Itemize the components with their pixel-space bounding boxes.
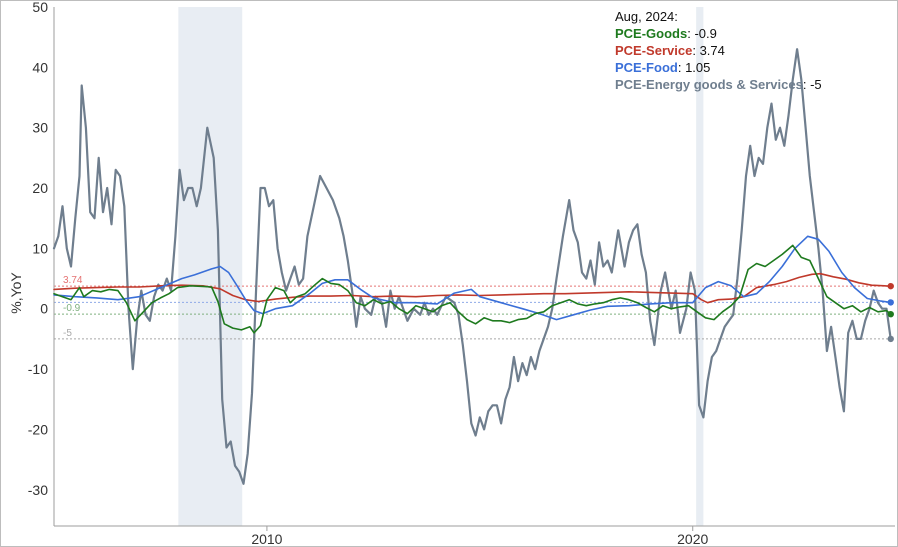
reference-lines: 3.74 -0.9 -5 xyxy=(54,275,893,340)
y-tick-label: 20 xyxy=(32,180,48,196)
y-tick-label: 0 xyxy=(40,301,48,317)
y-tick-label: -10 xyxy=(28,361,48,377)
legend-entry-pce-food: PCE-Food: 1.05 xyxy=(615,60,711,75)
legend-value-pce-energy: -5 xyxy=(810,77,822,92)
legend-name-pce-energy: PCE-Energy goods & Services xyxy=(615,77,803,92)
y-tick-label: -30 xyxy=(28,482,48,498)
y-tick-label: 50 xyxy=(32,1,48,15)
y-axis-title: %,YoY xyxy=(8,272,24,314)
legend-value-pce-goods: -0.9 xyxy=(694,26,717,41)
series-end-marker-pce-energy-goods-services xyxy=(887,335,894,343)
legend: Aug, 2024: PCE-Goods: -0.9 PCE-Service: … xyxy=(615,8,822,93)
y-tick-labels: 50 40 30 20 10 0 -10 -20 -30 xyxy=(28,1,48,498)
x-tick-labels: 2010 2020 xyxy=(251,526,709,546)
series-end-marker-pce-service xyxy=(887,282,894,290)
recession-band-2 xyxy=(696,7,704,526)
series-line-pce-food xyxy=(53,235,892,321)
y-tick-label: 40 xyxy=(32,59,48,75)
x-tick-label: 2020 xyxy=(677,531,708,546)
series-end-marker-pce-food xyxy=(887,299,894,306)
legend-entry-pce-goods: PCE-Goods: -0.9 xyxy=(615,26,717,41)
legend-name-pce-food: PCE-Food xyxy=(615,60,678,75)
y-tick-label: 10 xyxy=(32,240,48,256)
series-lines xyxy=(52,48,892,485)
legend-value-pce-service: 3.74 xyxy=(699,43,725,58)
series-line-pce-service xyxy=(53,272,892,304)
reference-label-3: -0.9 xyxy=(63,303,81,314)
reference-label-1: 3.74 xyxy=(63,275,83,286)
series-line-pce-energy-goods-services xyxy=(52,48,892,485)
y-tick-label: 30 xyxy=(32,120,48,136)
legend-value-pce-food: 1.05 xyxy=(685,60,711,75)
legend-entry-pce-energy: PCE-Energy goods & Services: -5 xyxy=(615,77,822,92)
recession-shading xyxy=(178,7,704,526)
legend-date: Aug, 2024: xyxy=(615,9,678,24)
reference-label-4: -5 xyxy=(63,328,72,339)
legend-name-pce-service: PCE-Service xyxy=(615,43,693,58)
y-tick-label: -20 xyxy=(28,421,48,437)
series-end-marker-pce-goods xyxy=(887,310,894,318)
legend-name-pce-goods: PCE-Goods xyxy=(615,26,688,41)
recession-band-1 xyxy=(178,7,243,526)
x-tick-label: 2010 xyxy=(251,531,282,546)
series-end-markers xyxy=(887,282,894,343)
axes xyxy=(53,7,895,527)
legend-entry-pce-service: PCE-Service: 3.74 xyxy=(615,43,725,58)
series-line-pce-goods xyxy=(53,244,892,334)
